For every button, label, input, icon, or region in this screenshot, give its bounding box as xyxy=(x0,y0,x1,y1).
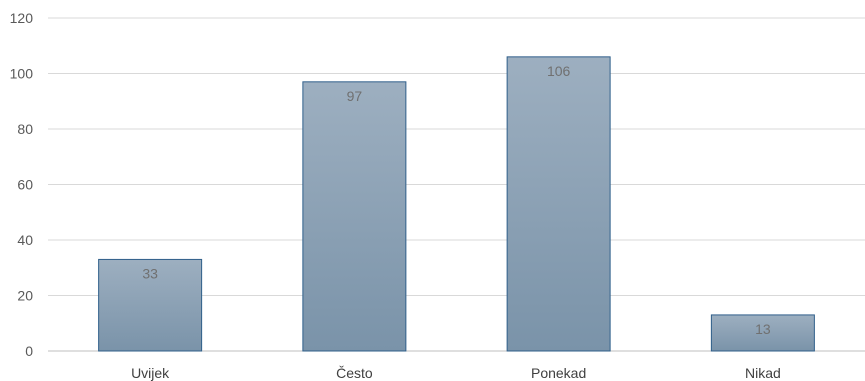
y-tick-label: 100 xyxy=(10,66,34,82)
y-axis-tick-labels: 0 20 40 60 80 100 120 xyxy=(10,10,34,359)
y-tick-label: 120 xyxy=(10,10,34,26)
y-tick-label: 40 xyxy=(17,232,33,248)
bars xyxy=(98,56,815,352)
bar-uvijek xyxy=(98,258,203,352)
y-tick-label: 60 xyxy=(17,177,33,193)
x-category-label: Ponekad xyxy=(531,365,586,381)
bar-često xyxy=(302,81,407,352)
bar-ponekad xyxy=(506,56,611,352)
x-category-label: Nikad xyxy=(745,365,781,381)
x-category-label: Često xyxy=(336,365,373,381)
data-labels: 33 97 106 13 xyxy=(142,63,771,337)
bar-nikad xyxy=(710,314,815,352)
data-label: 33 xyxy=(142,265,158,281)
x-axis-category-labels: Uvijek Često Ponekad Nikad xyxy=(131,365,781,381)
y-tick-label: 20 xyxy=(17,288,33,304)
y-tick-label: 0 xyxy=(25,343,33,359)
data-label: 106 xyxy=(547,63,571,79)
data-label: 97 xyxy=(347,88,363,104)
x-category-label: Uvijek xyxy=(131,365,170,381)
y-tick-label: 80 xyxy=(17,121,33,137)
data-label: 13 xyxy=(755,321,771,337)
